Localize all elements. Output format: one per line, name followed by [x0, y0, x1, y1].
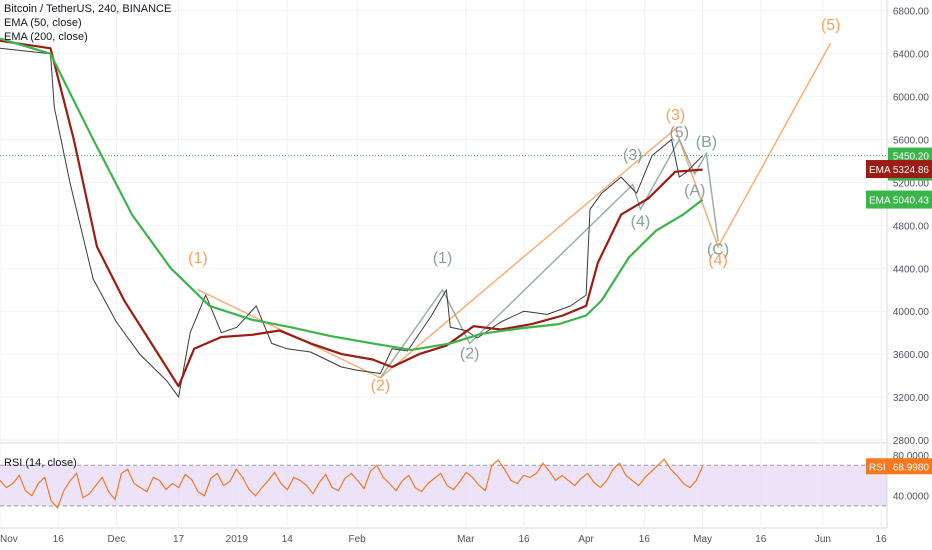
- orange-wave-path: [197, 42, 832, 379]
- x-tick-label: Apr: [578, 534, 594, 545]
- x-tick-label: Jun: [815, 534, 831, 545]
- orange-wave-label: (5): [821, 17, 841, 34]
- orange-wave-label: (3): [666, 107, 686, 124]
- y-tick-label: 4400.00: [893, 264, 930, 275]
- x-tick-label: 16: [876, 534, 888, 545]
- gray-wave-label: (5): [669, 124, 689, 141]
- x-tick-label: 14: [282, 534, 294, 545]
- ema-fast-badge-label: EMA: [869, 165, 891, 176]
- y-tick-label: 3200.00: [893, 393, 930, 404]
- ema-slow-legend[interactable]: EMA (200, close): [4, 31, 88, 43]
- elliott-wave-labels: (1) (2) (3) (4) (5) (1) (2) (3) (4) (5) (A) (B) (C): [188, 17, 840, 395]
- symbol-title: Bitcoin / TetherUS, 240, BINANCE: [4, 3, 172, 15]
- rsi-pane: [0, 458, 887, 510]
- y-tick-label: 6400.00: [893, 50, 930, 61]
- price-line: [0, 47, 703, 398]
- gray-wave-label: (B): [696, 134, 717, 151]
- orange-wave-label: (1): [188, 250, 208, 267]
- rsi-badge-value: 68.9980: [893, 462, 930, 473]
- rsi-badge-label: RSI: [869, 462, 886, 473]
- x-tick-label: May: [693, 534, 712, 545]
- gray-wave-label: (A): [684, 182, 705, 199]
- last-price-badge-bg: [888, 147, 932, 164]
- y-tick-label: 5200.00: [893, 178, 930, 189]
- y-tick-label: 5600.00: [893, 136, 930, 147]
- ema-fast-badge-value: 5324.86: [893, 165, 930, 176]
- orange-wave-label: (4): [708, 252, 728, 269]
- rsi-tick-label: 40.0000: [893, 492, 930, 503]
- gray-wave-label: (1): [433, 250, 453, 267]
- x-tick-label: Feb: [348, 534, 366, 545]
- last-price-badge: 5450.20: [893, 152, 930, 163]
- x-tick-label: 17: [173, 534, 185, 545]
- x-tick-label: 2019: [226, 534, 249, 545]
- ema-fast-badge-bg: [866, 160, 932, 179]
- chart-grid: [0, 0, 932, 529]
- gray-wave-label: (3): [623, 147, 643, 164]
- time-axis[interactable]: Nov 16 Dec 17 2019 14 Feb Mar 16 Apr 16 May 16 Jun 16: [0, 534, 887, 545]
- x-tick-label: Nov: [0, 534, 18, 545]
- rsi-tick-label: 80.0000: [893, 451, 930, 462]
- gray-wave-path: [379, 137, 719, 379]
- y-tick-label: 6800.00: [893, 7, 930, 18]
- axis-badges: 5450.2002:58:09EMA5324.86EMA5040.43RSI68…: [866, 147, 932, 475]
- ema-slow-badge-label: EMA: [869, 196, 891, 207]
- y-tick-label: 2800.00: [893, 436, 930, 447]
- ema-fast-line: [0, 39, 703, 388]
- ema-slow-badge-bg: [866, 190, 932, 209]
- orange-wave-label: (2): [371, 378, 391, 395]
- rsi-line: [0, 458, 704, 510]
- y-tick-label: 4800.00: [893, 221, 930, 232]
- x-tick-label: Mar: [457, 534, 475, 545]
- ema-fast-legend[interactable]: EMA (50, close): [4, 17, 82, 29]
- rsi-legend[interactable]: RSI (14, close): [4, 457, 77, 469]
- ema-slow-badge-value: 5040.43: [893, 196, 930, 207]
- rsi-badge-bg: [866, 458, 932, 475]
- rsi-band: [0, 465, 887, 506]
- x-tick-label: Dec: [108, 534, 126, 545]
- gray-wave-label: (C): [707, 241, 729, 258]
- x-tick-label: 16: [518, 534, 530, 545]
- y-tick-label: 3600.00: [893, 350, 930, 361]
- x-tick-label: 16: [755, 534, 767, 545]
- y-tick-label: 6000.00: [893, 93, 930, 104]
- price-series: [0, 37, 887, 398]
- ema-slow-line: [0, 37, 704, 351]
- elliott-wave-lines: [197, 42, 832, 379]
- x-tick-label: 16: [53, 534, 65, 545]
- gray-wave-label: (4): [631, 213, 651, 230]
- x-tick-label: 16: [639, 534, 651, 545]
- gray-wave-label: (2): [460, 345, 480, 362]
- y-tick-label: 4000.00: [893, 307, 930, 318]
